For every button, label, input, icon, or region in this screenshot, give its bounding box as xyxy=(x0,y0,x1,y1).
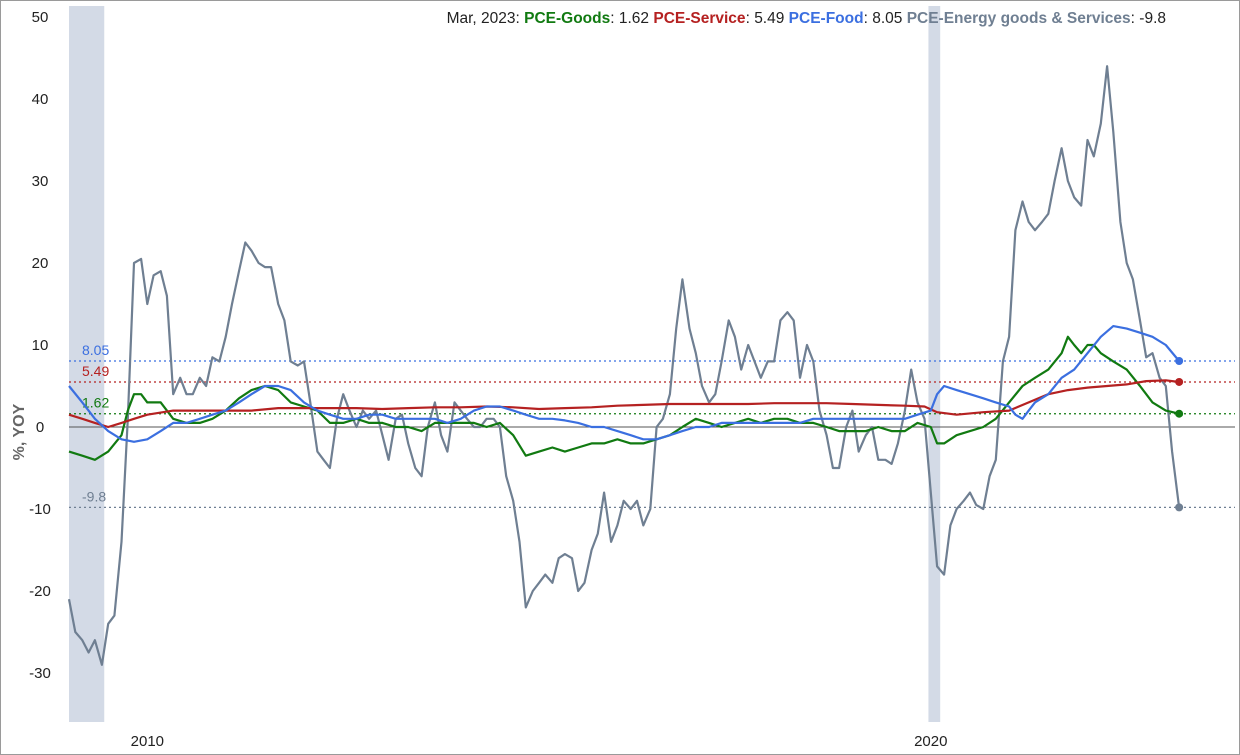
series-end-marker-1 xyxy=(1175,409,1184,418)
legend-name-energy: PCE-Energy goods & Services xyxy=(907,10,1131,27)
series-line-3 xyxy=(68,325,1180,443)
series-end-marker-0 xyxy=(1175,503,1184,512)
y-tick-label: -30 xyxy=(29,665,51,682)
legend-value-energy: -9.8 xyxy=(1139,10,1166,27)
last-value-label-2: 5.49 xyxy=(82,363,109,379)
y-tick-label: -10 xyxy=(29,501,51,518)
last-value-label-3: 8.05 xyxy=(82,342,109,358)
legend-date: Mar, 2023: xyxy=(447,10,520,27)
last-value-label-1: 1.62 xyxy=(82,395,109,411)
legend-name-service: PCE-Service xyxy=(653,10,746,27)
x-tick-label: 2010 xyxy=(131,733,164,750)
legend-value-service: 5.49 xyxy=(754,10,784,27)
legend-value-food: 8.05 xyxy=(872,10,902,27)
y-tick-label: 50 xyxy=(32,9,49,26)
x-tick-label: 2020 xyxy=(914,733,947,750)
series-line-2 xyxy=(68,379,1180,429)
legend-text: Mar, 2023: PCE-Goods: 1.62 PCE-Service: … xyxy=(447,10,1166,27)
last-value-label-0: -9.8 xyxy=(82,488,106,504)
legend-value-goods: 1.62 xyxy=(619,10,649,27)
recession-band-1 xyxy=(928,6,941,722)
series-lines xyxy=(67,65,1184,666)
y-tick-label: 20 xyxy=(32,255,49,272)
legend: Mar, 2023: PCE-Goods: 1.62 PCE-Service: … xyxy=(447,10,1166,27)
y-tick-label: -20 xyxy=(29,583,51,600)
series-end-marker-3 xyxy=(1175,356,1184,365)
y-tick-label: 0 xyxy=(36,419,44,436)
series-line-0 xyxy=(67,65,1181,666)
legend-name-goods: PCE-Goods xyxy=(524,10,610,27)
y-tick-label: 30 xyxy=(32,173,49,190)
y-tick-label: 40 xyxy=(32,91,49,108)
legend-name-food: PCE-Food xyxy=(789,10,864,27)
reference-lines: -9.8 1.62 5.49 8.05 xyxy=(69,342,1235,509)
y-axis-label: %, YOY xyxy=(11,403,28,460)
recession-band-0 xyxy=(69,6,105,722)
recession-shading xyxy=(69,6,941,722)
series-end-marker-2 xyxy=(1175,377,1184,386)
y-tick-label: 10 xyxy=(32,337,49,354)
series-line-1 xyxy=(68,335,1180,461)
